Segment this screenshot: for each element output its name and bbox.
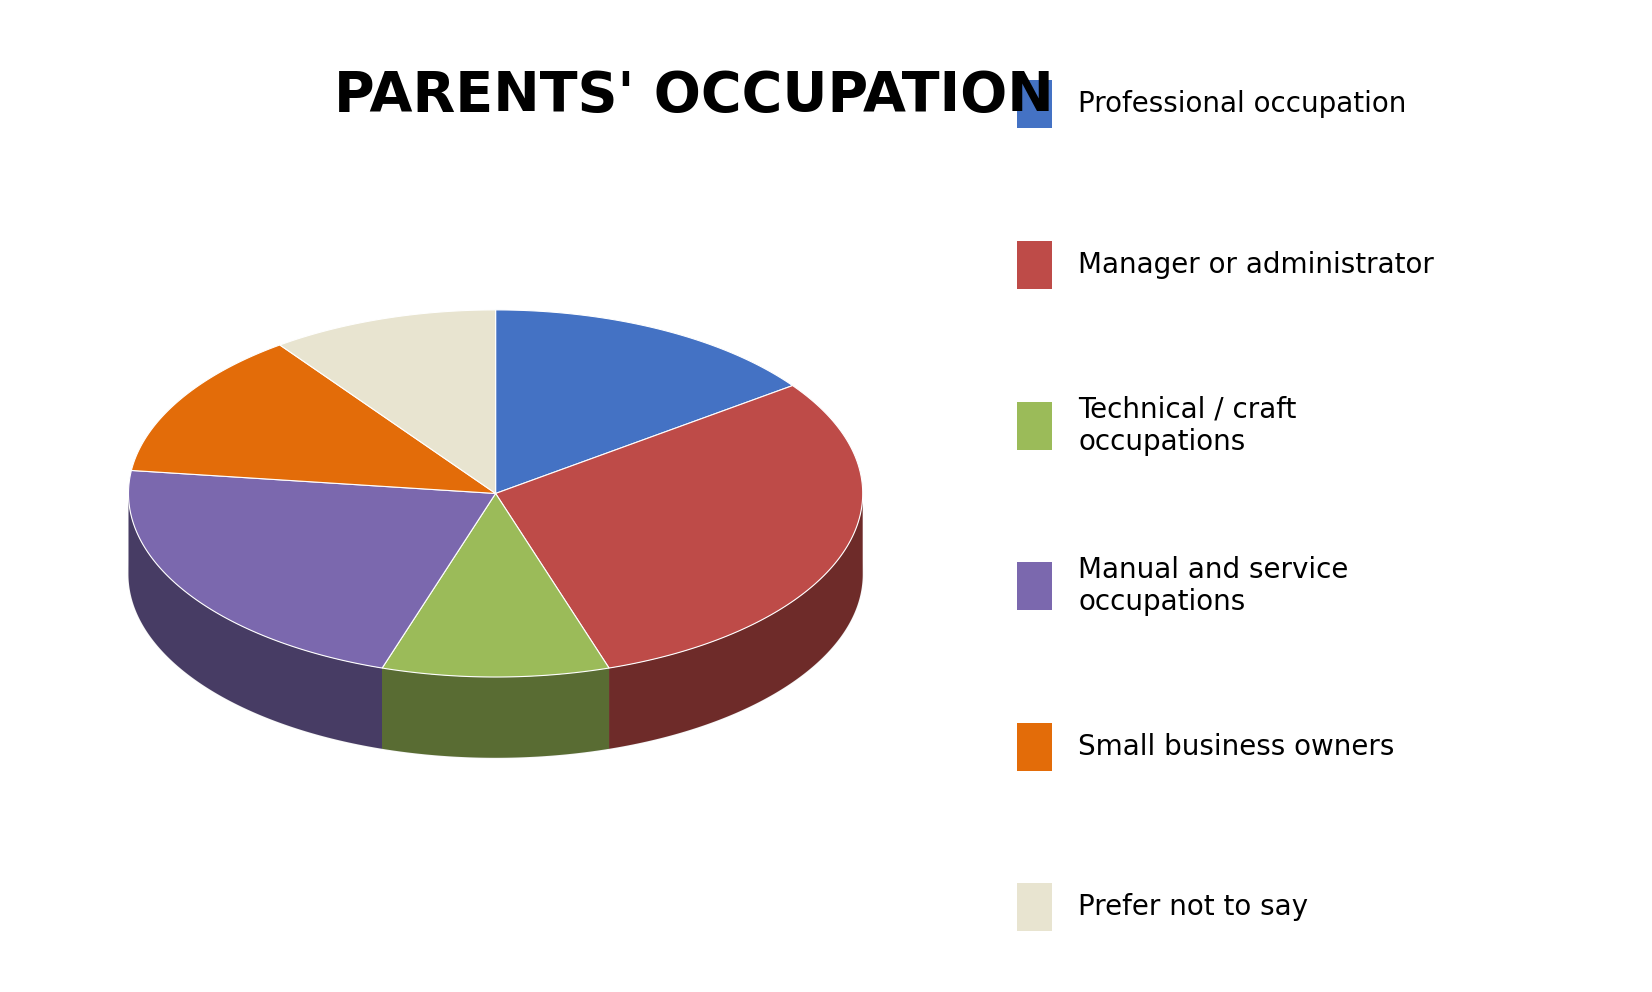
Polygon shape: [382, 668, 610, 758]
Text: Manual and service
occupations: Manual and service occupations: [1079, 557, 1348, 616]
FancyBboxPatch shape: [1018, 562, 1052, 610]
Text: Small business owners: Small business owners: [1079, 733, 1394, 761]
Text: Technical / craft
occupations: Technical / craft occupations: [1079, 396, 1297, 455]
Polygon shape: [129, 470, 496, 668]
Text: Prefer not to say: Prefer not to say: [1079, 894, 1308, 922]
Polygon shape: [129, 391, 862, 758]
Polygon shape: [496, 386, 862, 668]
Polygon shape: [129, 493, 382, 749]
Polygon shape: [496, 493, 610, 749]
FancyBboxPatch shape: [1018, 80, 1052, 128]
Text: Professional occupation: Professional occupation: [1079, 90, 1406, 118]
Text: Manager or administrator: Manager or administrator: [1079, 251, 1434, 279]
Polygon shape: [382, 493, 610, 677]
FancyBboxPatch shape: [1018, 723, 1052, 771]
FancyBboxPatch shape: [1018, 402, 1052, 449]
FancyBboxPatch shape: [1018, 241, 1052, 289]
FancyBboxPatch shape: [1018, 884, 1052, 931]
Polygon shape: [496, 493, 610, 749]
Polygon shape: [382, 493, 496, 749]
Polygon shape: [279, 310, 496, 493]
Polygon shape: [496, 310, 793, 493]
Polygon shape: [132, 345, 496, 493]
Text: PARENTS' OCCUPATION: PARENTS' OCCUPATION: [334, 69, 1054, 123]
Polygon shape: [382, 493, 496, 749]
Polygon shape: [610, 495, 862, 749]
